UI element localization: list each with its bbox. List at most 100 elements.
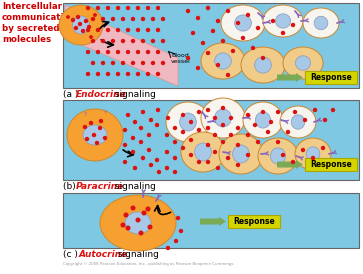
Ellipse shape bbox=[67, 109, 123, 161]
Text: (b): (b) bbox=[63, 182, 79, 191]
Circle shape bbox=[257, 27, 260, 30]
FancyArrow shape bbox=[277, 160, 303, 169]
Circle shape bbox=[156, 28, 159, 32]
Circle shape bbox=[86, 73, 90, 76]
Circle shape bbox=[142, 61, 144, 64]
Circle shape bbox=[126, 50, 130, 53]
Circle shape bbox=[175, 239, 178, 242]
Circle shape bbox=[229, 133, 232, 136]
Circle shape bbox=[227, 73, 229, 76]
Circle shape bbox=[207, 127, 209, 130]
Circle shape bbox=[246, 153, 249, 156]
Circle shape bbox=[189, 153, 192, 156]
Text: (a ): (a ) bbox=[63, 90, 78, 99]
Circle shape bbox=[261, 110, 265, 113]
Circle shape bbox=[147, 28, 150, 32]
Circle shape bbox=[90, 121, 93, 124]
Circle shape bbox=[126, 28, 130, 32]
Circle shape bbox=[176, 216, 179, 219]
FancyBboxPatch shape bbox=[63, 3, 359, 88]
Circle shape bbox=[174, 127, 176, 130]
Circle shape bbox=[156, 73, 159, 76]
Circle shape bbox=[82, 30, 85, 33]
Ellipse shape bbox=[295, 56, 311, 70]
Circle shape bbox=[86, 50, 90, 53]
Circle shape bbox=[147, 50, 150, 53]
Circle shape bbox=[103, 136, 106, 139]
Circle shape bbox=[216, 19, 220, 22]
Circle shape bbox=[150, 118, 152, 121]
Circle shape bbox=[131, 61, 135, 64]
Circle shape bbox=[167, 116, 170, 119]
Circle shape bbox=[102, 39, 105, 42]
Circle shape bbox=[323, 118, 326, 121]
Circle shape bbox=[213, 150, 216, 153]
Circle shape bbox=[95, 141, 98, 144]
Circle shape bbox=[174, 141, 176, 144]
Circle shape bbox=[131, 150, 135, 153]
Circle shape bbox=[162, 18, 164, 21]
Circle shape bbox=[106, 28, 110, 32]
Circle shape bbox=[97, 50, 99, 53]
Circle shape bbox=[117, 28, 119, 32]
Circle shape bbox=[126, 226, 130, 230]
Circle shape bbox=[150, 164, 152, 167]
Circle shape bbox=[291, 161, 294, 164]
Circle shape bbox=[86, 7, 90, 10]
Text: Response: Response bbox=[310, 160, 352, 169]
FancyBboxPatch shape bbox=[63, 100, 359, 180]
Ellipse shape bbox=[100, 195, 176, 251]
Circle shape bbox=[272, 19, 274, 22]
Circle shape bbox=[147, 73, 150, 76]
Polygon shape bbox=[65, 5, 178, 86]
Text: Y: Y bbox=[103, 110, 107, 115]
Circle shape bbox=[147, 7, 150, 10]
Circle shape bbox=[72, 19, 74, 21]
Circle shape bbox=[147, 149, 151, 152]
Ellipse shape bbox=[181, 132, 225, 172]
Circle shape bbox=[213, 116, 216, 119]
Circle shape bbox=[207, 109, 209, 112]
Circle shape bbox=[187, 56, 189, 59]
Circle shape bbox=[139, 231, 143, 235]
Circle shape bbox=[166, 133, 168, 136]
Circle shape bbox=[146, 207, 150, 211]
Ellipse shape bbox=[201, 98, 245, 138]
Text: Endocrine: Endocrine bbox=[76, 90, 126, 99]
Ellipse shape bbox=[303, 8, 339, 38]
Circle shape bbox=[102, 61, 105, 64]
Text: Response: Response bbox=[233, 217, 275, 226]
Circle shape bbox=[162, 61, 164, 64]
Circle shape bbox=[229, 116, 232, 119]
Circle shape bbox=[232, 50, 234, 53]
Circle shape bbox=[151, 61, 155, 64]
Circle shape bbox=[174, 156, 176, 159]
Ellipse shape bbox=[291, 115, 305, 129]
Circle shape bbox=[302, 149, 305, 152]
Circle shape bbox=[261, 56, 265, 59]
Circle shape bbox=[241, 36, 245, 39]
Circle shape bbox=[142, 110, 144, 113]
Circle shape bbox=[102, 18, 105, 21]
Circle shape bbox=[216, 64, 220, 67]
Circle shape bbox=[314, 109, 317, 112]
Text: signaling: signaling bbox=[115, 250, 159, 259]
Circle shape bbox=[117, 73, 119, 76]
Text: Response: Response bbox=[310, 73, 352, 82]
Circle shape bbox=[121, 223, 125, 227]
Circle shape bbox=[196, 16, 200, 19]
FancyArrow shape bbox=[200, 217, 226, 226]
Ellipse shape bbox=[258, 138, 298, 174]
Circle shape bbox=[86, 28, 90, 32]
Circle shape bbox=[252, 47, 254, 50]
Circle shape bbox=[197, 129, 200, 132]
Circle shape bbox=[97, 73, 99, 76]
Circle shape bbox=[131, 18, 135, 21]
Circle shape bbox=[201, 41, 204, 44]
Circle shape bbox=[98, 127, 102, 130]
Circle shape bbox=[156, 109, 159, 112]
Circle shape bbox=[123, 129, 126, 132]
Circle shape bbox=[136, 73, 139, 76]
Circle shape bbox=[91, 61, 94, 64]
Circle shape bbox=[97, 7, 99, 10]
